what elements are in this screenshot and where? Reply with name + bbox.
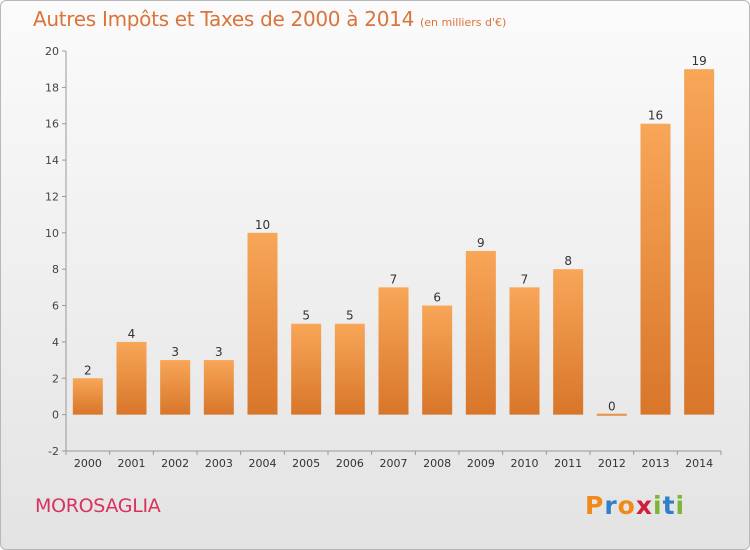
- y-tick-label: 4: [52, 336, 59, 349]
- bar-value-label: 7: [521, 272, 529, 286]
- x-tick-label: 2000: [74, 457, 102, 470]
- y-tick-label: 16: [45, 118, 59, 131]
- logo-letter: x: [635, 491, 653, 520]
- bar-value-label: 6: [433, 291, 441, 305]
- bar-value-label: 5: [346, 309, 354, 323]
- bars: [72, 69, 715, 416]
- x-tick-label: 2010: [511, 457, 539, 470]
- bar: [684, 69, 715, 415]
- bar-value-label: 19: [692, 54, 707, 68]
- x-tick-label: 2008: [423, 457, 451, 470]
- y-tick-label: -2: [48, 445, 59, 458]
- bar: [465, 251, 496, 415]
- bar-value-label: 5: [302, 309, 310, 323]
- chart-unit: (en milliers d'€): [420, 16, 507, 29]
- bar-value-label: 10: [255, 218, 270, 232]
- bar-value-label: 7: [390, 272, 398, 286]
- bar-value-label: 16: [648, 109, 663, 123]
- bar: [509, 287, 540, 415]
- commune-name: MOROSAGLIA: [35, 495, 161, 517]
- bar: [203, 360, 234, 415]
- x-tick-label: 2012: [598, 457, 626, 470]
- bar: [640, 123, 671, 415]
- bar: [72, 378, 103, 415]
- x-tick-label: 2011: [554, 457, 582, 470]
- bar-value-label: 8: [564, 254, 572, 268]
- x-tick-label: 2014: [685, 457, 713, 470]
- x-tick-label: 2006: [336, 457, 364, 470]
- chart-title: Autres Impôts et Taxes de 2000 à 2014: [33, 7, 414, 31]
- x-tick-label: 2007: [380, 457, 408, 470]
- y-axis: -2 0 2 4 6 8 10 12 14 16 18 20: [45, 45, 67, 458]
- y-tick-label: 2: [52, 372, 59, 385]
- x-tick-label: 2002: [161, 457, 189, 470]
- bar-value-label: 3: [171, 345, 179, 359]
- bar: [291, 323, 322, 415]
- logo-letter: t: [662, 491, 676, 520]
- bar-value-label: 2: [84, 363, 92, 377]
- data-labels: 2 4 3 3 10 5 5 7 6 9 7 8 0 16 19: [84, 54, 707, 413]
- bar: [160, 360, 191, 415]
- x-tick-label: 2009: [467, 457, 495, 470]
- y-tick-label: 14: [45, 154, 59, 167]
- title-row: Autres Impôts et Taxes de 2000 à 2014 (en…: [33, 7, 506, 31]
- x-tick-label: 2003: [205, 457, 233, 470]
- y-tick-label: 6: [52, 300, 59, 313]
- bar-value-label: 3: [215, 345, 223, 359]
- bar-value-label: 0: [608, 400, 616, 414]
- logo-letter: i: [653, 491, 663, 520]
- logo-letter: o: [617, 491, 636, 520]
- y-tick-label: 8: [52, 263, 59, 276]
- logo-letter: P: [585, 491, 605, 520]
- bar-value-label: 4: [128, 327, 136, 341]
- bar: [553, 269, 584, 415]
- y-tick-label: 18: [45, 81, 59, 94]
- x-tick-label: 2004: [249, 457, 277, 470]
- logo-letter: r: [604, 491, 618, 520]
- bar-value-label: 9: [477, 236, 485, 250]
- proxiti-logo: Proxiti: [585, 491, 685, 520]
- bar: [378, 287, 409, 415]
- bar: [247, 232, 278, 415]
- bar: [334, 323, 365, 415]
- bar: [116, 341, 147, 415]
- bar: [422, 305, 453, 415]
- x-tick-label: 2005: [292, 457, 320, 470]
- y-tick-label: 0: [52, 409, 59, 422]
- bar: [596, 413, 627, 416]
- logo-letter: i: [675, 491, 686, 520]
- x-axis: 2000 2001 2002 2003 2004 2005 2006 2007 2008 2009…: [65, 450, 722, 470]
- y-tick-label: 20: [45, 45, 59, 58]
- y-tick-label: 12: [45, 190, 59, 203]
- x-tick-label: 2001: [118, 457, 146, 470]
- x-tick-label: 2013: [642, 457, 670, 470]
- y-tick-label: 10: [45, 227, 59, 240]
